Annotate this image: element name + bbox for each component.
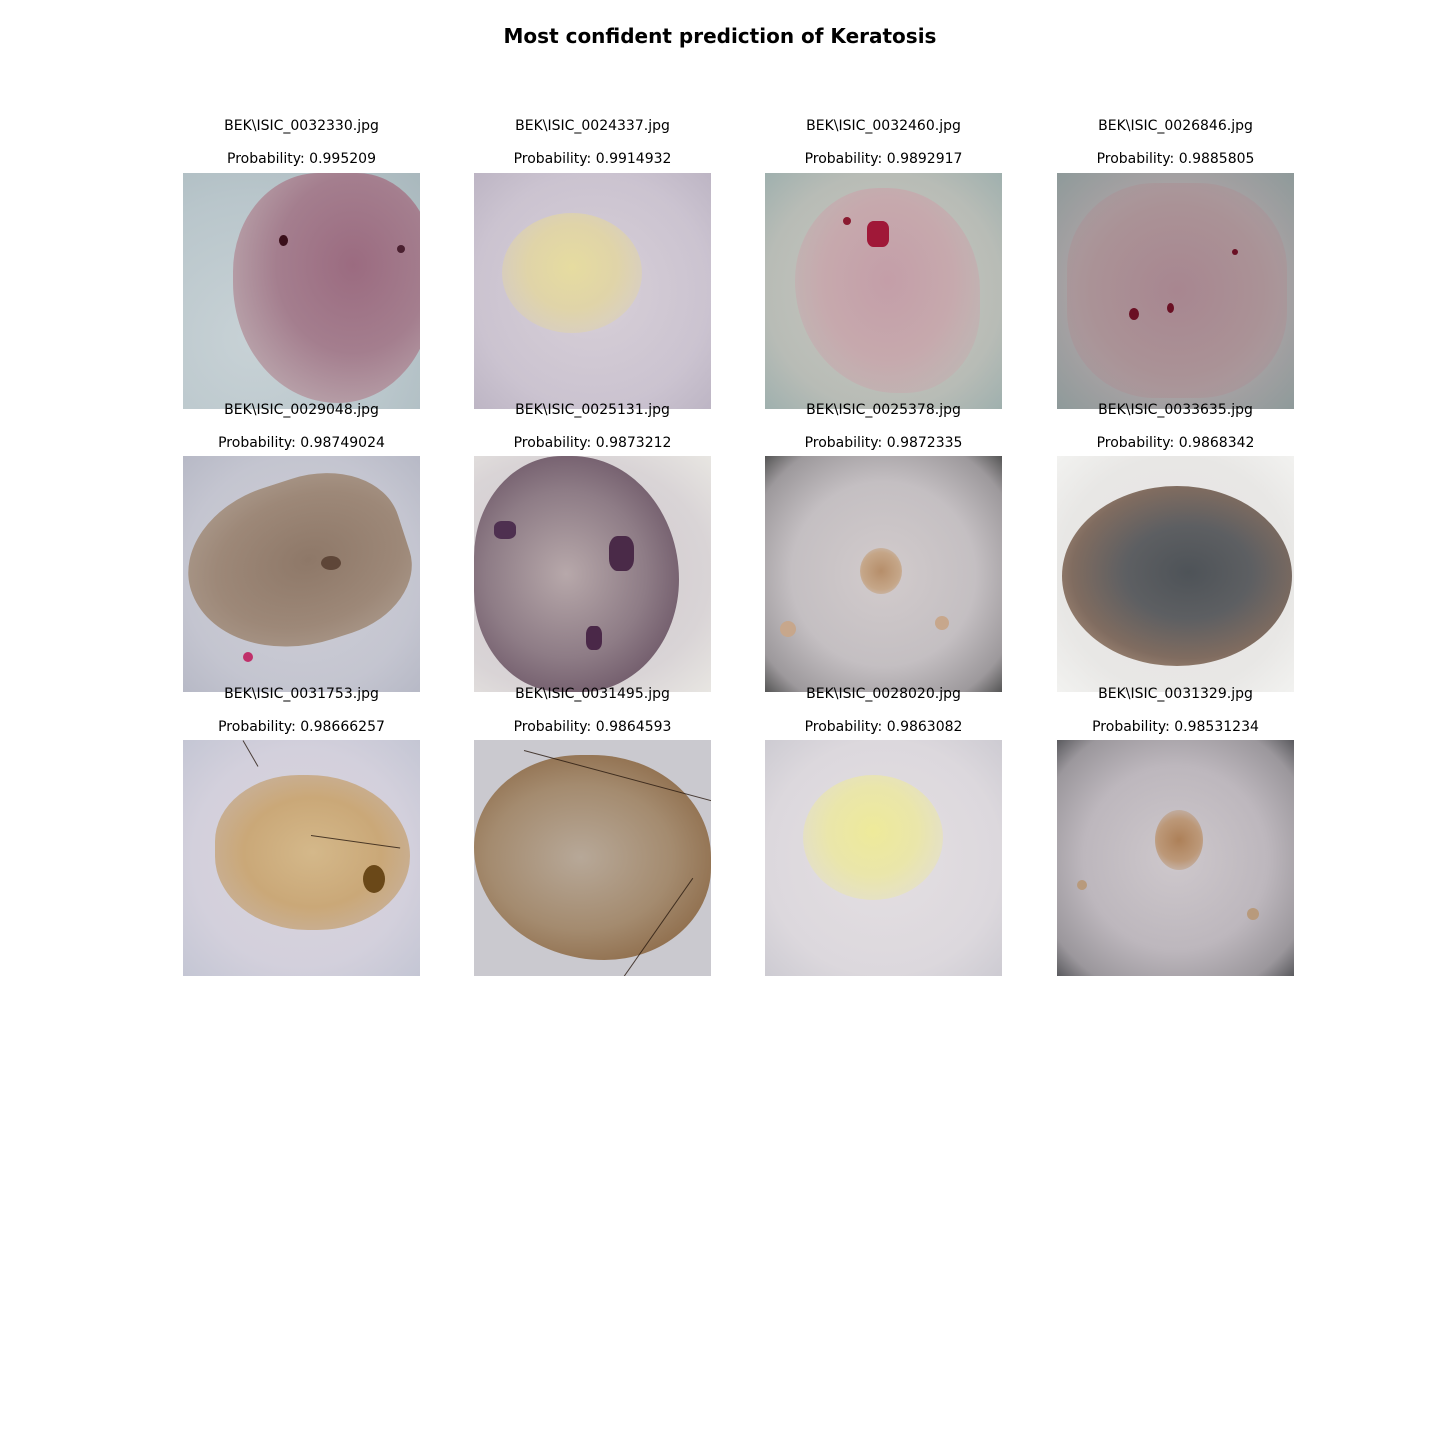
lesion-image (474, 740, 711, 976)
image-probability: Probability: 0.98749024 (218, 435, 385, 451)
lesion-image (765, 740, 1002, 976)
image-filename: BEK\ISIC_0032330.jpg (224, 118, 379, 134)
image-probability: Probability: 0.9868342 (1096, 435, 1255, 451)
image-probability: Probability: 0.9864593 (513, 719, 672, 735)
image-probability: Probability: 0.9872335 (804, 435, 963, 451)
lesion-image (1057, 740, 1294, 976)
lesion-image (183, 173, 420, 409)
image-filename: BEK\ISIC_0031495.jpg (515, 686, 670, 702)
image-filename: BEK\ISIC_0025131.jpg (515, 402, 670, 418)
lesion-image (183, 456, 420, 692)
lesion-image (1057, 456, 1294, 692)
lesion-image (474, 456, 711, 692)
image-probability: Probability: 0.995209 (227, 151, 376, 167)
lesion-image (1057, 173, 1294, 409)
image-filename: BEK\ISIC_0029048.jpg (224, 402, 379, 418)
image-filename: BEK\ISIC_0031753.jpg (224, 686, 379, 702)
figure-title: Most confident prediction of Keratosis (503, 24, 937, 48)
image-probability: Probability: 0.9914932 (513, 151, 672, 167)
image-filename: BEK\ISIC_0026846.jpg (1098, 118, 1253, 134)
image-filename: BEK\ISIC_0024337.jpg (515, 118, 670, 134)
lesion-image (765, 173, 1002, 409)
image-filename: BEK\ISIC_0025378.jpg (806, 402, 961, 418)
image-probability: Probability: 0.9885805 (1096, 151, 1255, 167)
image-filename: BEK\ISIC_0031329.jpg (1098, 686, 1253, 702)
image-probability: Probability: 0.9873212 (513, 435, 672, 451)
image-probability: Probability: 0.98531234 (1092, 719, 1259, 735)
image-filename: BEK\ISIC_0028020.jpg (806, 686, 961, 702)
lesion-image (765, 456, 1002, 692)
lesion-image (183, 740, 420, 976)
image-probability: Probability: 0.9892917 (804, 151, 963, 167)
image-filename: BEK\ISIC_0032460.jpg (806, 118, 961, 134)
lesion-image (474, 173, 711, 409)
image-probability: Probability: 0.98666257 (218, 719, 385, 735)
image-filename: BEK\ISIC_0033635.jpg (1098, 402, 1253, 418)
image-probability: Probability: 0.9863082 (804, 719, 963, 735)
